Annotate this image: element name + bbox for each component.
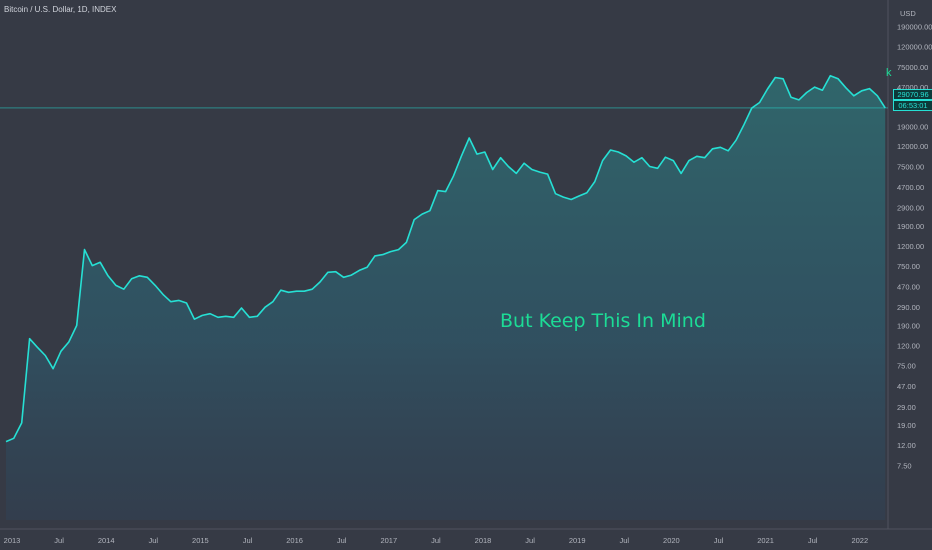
y-tick-label: 4700.00 [897,183,924,192]
y-tick-label: 19000.00 [897,122,928,131]
x-tick-label: Jul [337,536,347,545]
y-tick-label: 120.00 [897,341,920,350]
x-tick-label: 2015 [192,536,209,545]
price-line [5,74,886,443]
x-tick-label: Jul [243,536,253,545]
y-tick-label: 1900.00 [897,222,924,231]
y-tick-label: 19.00 [897,421,916,430]
x-tick-label: Jul [525,536,535,545]
y-tick-label: 75000.00 [897,63,928,72]
chart-title: Bitcoin / U.S. Dollar, 1D, INDEX [4,5,117,14]
k-marker: k [886,67,892,79]
y-tick-label: 7.50 [897,461,912,470]
x-tick-label: Jul [808,536,818,545]
y-tick-label: 7500.00 [897,163,924,172]
x-tick-label: 2016 [286,536,303,545]
y-tick-label: 12000.00 [897,142,928,151]
y-tick-label: 47000.00 [897,83,928,92]
y-tick-label: 290.00 [897,303,920,312]
x-tick-label: Jul [620,536,630,545]
y-tick-label: 470.00 [897,282,920,291]
y-tick-label: 29.00 [897,403,916,412]
price-area-fill [6,75,886,520]
x-tick-label: Jul [54,536,64,545]
last-price-tag: 29070.96 [893,89,932,100]
x-tick-label: 2013 [4,536,21,545]
x-tick-label: 2021 [757,536,774,545]
y-axis-unit: USD [900,9,916,18]
y-tick-label: 47.00 [897,382,916,391]
x-tick-label: 2018 [475,536,492,545]
chart-annotation: But Keep This In Mind [500,310,706,332]
x-tick-label: 2020 [663,536,680,545]
y-tick-label: 1200.00 [897,242,924,251]
y-tick-label: 2900.00 [897,204,924,213]
y-tick-label: 12.00 [897,441,916,450]
x-tick-label: 2017 [380,536,397,545]
x-tick-label: Jul [714,536,724,545]
x-tick-label: Jul [431,536,441,545]
y-tick-label: 75.00 [897,362,916,371]
y-tick-label: 750.00 [897,262,920,271]
x-tick-label: 2014 [98,536,115,545]
x-tick-label: 2022 [851,536,868,545]
y-tick-label: 190000.00 [897,23,932,32]
y-tick-label: 120000.00 [897,43,932,52]
y-tick-label: 190.00 [897,322,920,331]
countdown-tag: 06:53:01 [893,100,932,111]
x-tick-label: 2019 [569,536,586,545]
x-tick-label: Jul [149,536,159,545]
